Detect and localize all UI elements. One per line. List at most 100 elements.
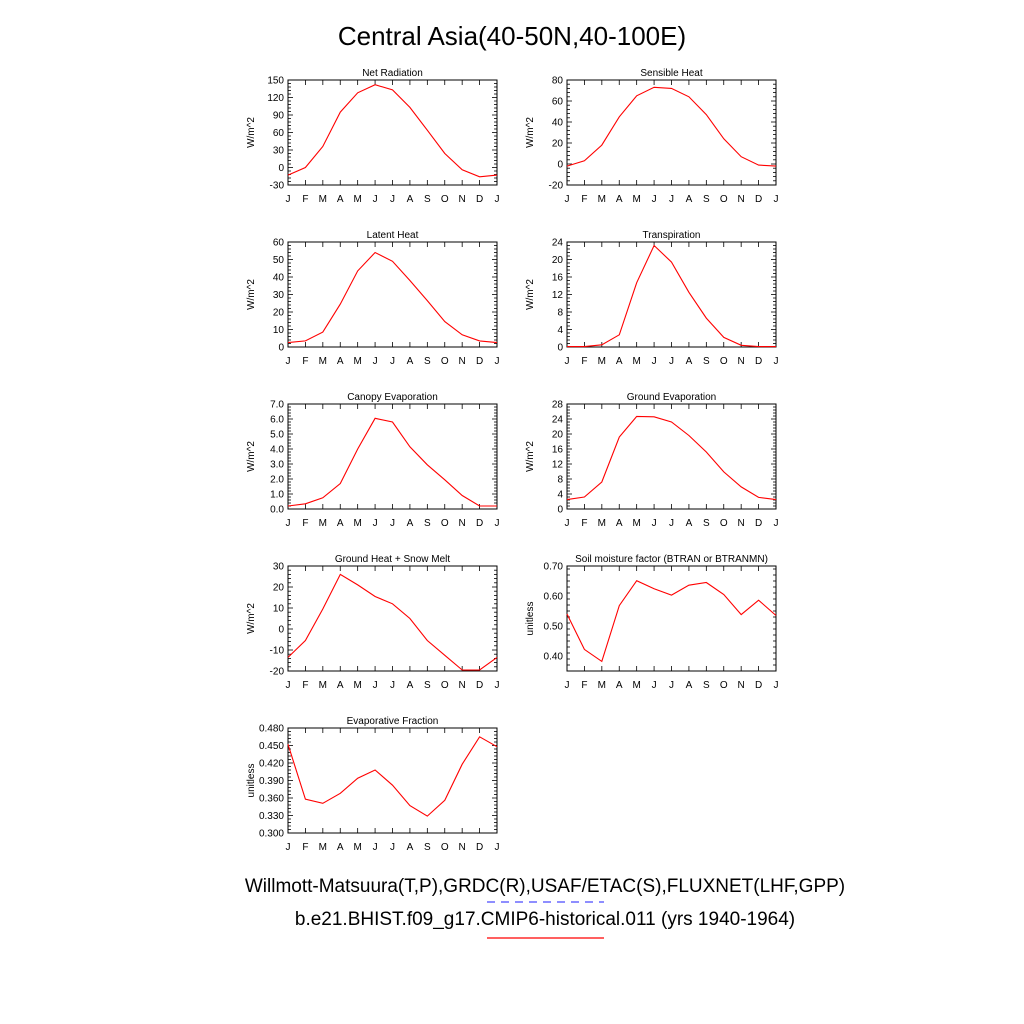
x-tick-label: O <box>720 680 728 691</box>
x-tick-label: A <box>337 518 344 529</box>
y-tick-label: 20 <box>552 430 564 441</box>
x-tick-label: J <box>669 356 674 367</box>
plot-frame <box>287 403 498 510</box>
x-tick-label: N <box>459 194 466 205</box>
x-tick-label: O <box>720 518 728 529</box>
series-line-1 <box>287 736 498 817</box>
x-tick-label: D <box>476 680 483 691</box>
x-tick-label: J <box>390 518 395 529</box>
y-tick-label: 20 <box>273 308 285 319</box>
y-axis-label: W/m^2 <box>525 117 536 148</box>
x-tick-label: J <box>286 842 291 853</box>
x-tick-label: J <box>652 518 657 529</box>
panel-title: Canopy Evaporation <box>347 392 438 403</box>
x-tick-label: M <box>632 518 640 529</box>
y-tick-label: 0 <box>557 505 563 516</box>
y-tick-label: 28 <box>552 400 564 411</box>
x-tick-label: J <box>565 194 570 205</box>
series-line-1 <box>566 580 777 663</box>
x-tick-label: J <box>390 356 395 367</box>
x-tick-label: F <box>302 356 308 367</box>
x-tick-label: O <box>441 680 449 691</box>
y-tick-label: 0.420 <box>259 759 284 770</box>
series-line-1 <box>566 415 777 501</box>
y-tick-label: 0 <box>278 163 284 174</box>
y-tick-label: -10 <box>270 646 285 657</box>
y-tick-label: 0 <box>557 160 563 171</box>
y-tick-label: 0.0 <box>270 505 284 516</box>
y-tick-label: 4.0 <box>270 445 284 456</box>
x-tick-label: J <box>565 518 570 529</box>
x-tick-label: F <box>581 518 587 529</box>
x-tick-label: J <box>669 518 674 529</box>
panel-title: Net Radiation <box>362 68 423 79</box>
y-tick-label: 150 <box>267 76 284 87</box>
y-tick-label: 20 <box>552 255 564 266</box>
x-tick-label: D <box>755 194 762 205</box>
x-tick-label: S <box>424 842 431 853</box>
y-tick-label: 0.60 <box>544 592 564 603</box>
y-tick-label: 0.300 <box>259 829 284 840</box>
x-tick-label: A <box>686 356 693 367</box>
y-tick-label: 60 <box>552 97 564 108</box>
y-tick-label: 90 <box>273 111 285 122</box>
series-line-1 <box>287 417 497 507</box>
y-axis-label: unitless <box>246 764 257 798</box>
plot-frame <box>566 241 777 348</box>
y-tick-label: 30 <box>273 290 285 301</box>
y-tick-label: -20 <box>549 181 564 192</box>
y-axis-label: W/m^2 <box>246 117 257 148</box>
y-tick-label: 0.360 <box>259 794 284 805</box>
x-tick-label: J <box>774 518 779 529</box>
x-tick-label: J <box>774 194 779 205</box>
x-tick-label: M <box>598 194 606 205</box>
y-tick-label: 30 <box>273 146 285 157</box>
x-tick-label: J <box>652 680 657 691</box>
x-tick-label: M <box>353 194 361 205</box>
x-tick-label: S <box>424 356 431 367</box>
x-tick-label: N <box>738 194 745 205</box>
y-axis-label: W/m^2 <box>525 441 536 472</box>
x-tick-label: J <box>565 680 570 691</box>
x-tick-label: S <box>424 518 431 529</box>
y-axis-label: W/m^2 <box>246 603 257 634</box>
x-tick-label: M <box>319 518 327 529</box>
y-tick-label: 10 <box>273 325 285 336</box>
x-tick-label: N <box>459 842 466 853</box>
y-tick-label: 3.0 <box>270 460 284 471</box>
y-tick-label: 16 <box>552 273 564 284</box>
x-tick-label: M <box>353 842 361 853</box>
x-tick-label: F <box>302 518 308 529</box>
x-tick-label: A <box>686 194 693 205</box>
y-axis-label: W/m^2 <box>246 279 257 310</box>
plot-frame <box>287 79 498 186</box>
y-tick-label: 12 <box>552 460 564 471</box>
x-tick-label: A <box>337 356 344 367</box>
x-tick-label: J <box>373 194 378 205</box>
x-tick-label: J <box>390 842 395 853</box>
x-tick-label: J <box>286 356 291 367</box>
x-tick-label: A <box>407 518 414 529</box>
x-tick-label: M <box>598 680 606 691</box>
plot-frame <box>566 403 777 510</box>
x-tick-label: D <box>476 518 483 529</box>
panel-title: Ground Evaporation <box>627 392 717 403</box>
panel-title: Soil moisture factor (BTRAN or BTRANMN) <box>575 554 768 565</box>
x-tick-label: A <box>616 356 623 367</box>
x-tick-label: J <box>495 680 500 691</box>
x-tick-label: S <box>424 680 431 691</box>
y-tick-label: 80 <box>552 76 564 87</box>
x-tick-label: F <box>581 356 587 367</box>
x-tick-label: J <box>373 518 378 529</box>
x-tick-label: F <box>581 680 587 691</box>
x-tick-label: J <box>495 518 500 529</box>
y-tick-label: 50 <box>273 255 285 266</box>
y-axis-label: unitless <box>525 602 536 636</box>
x-tick-label: N <box>459 680 466 691</box>
panel-8: Soil moisture factor (BTRAN or BTRANMN) 0… <box>525 554 779 691</box>
x-tick-label: A <box>616 518 623 529</box>
x-tick-label: O <box>720 194 728 205</box>
